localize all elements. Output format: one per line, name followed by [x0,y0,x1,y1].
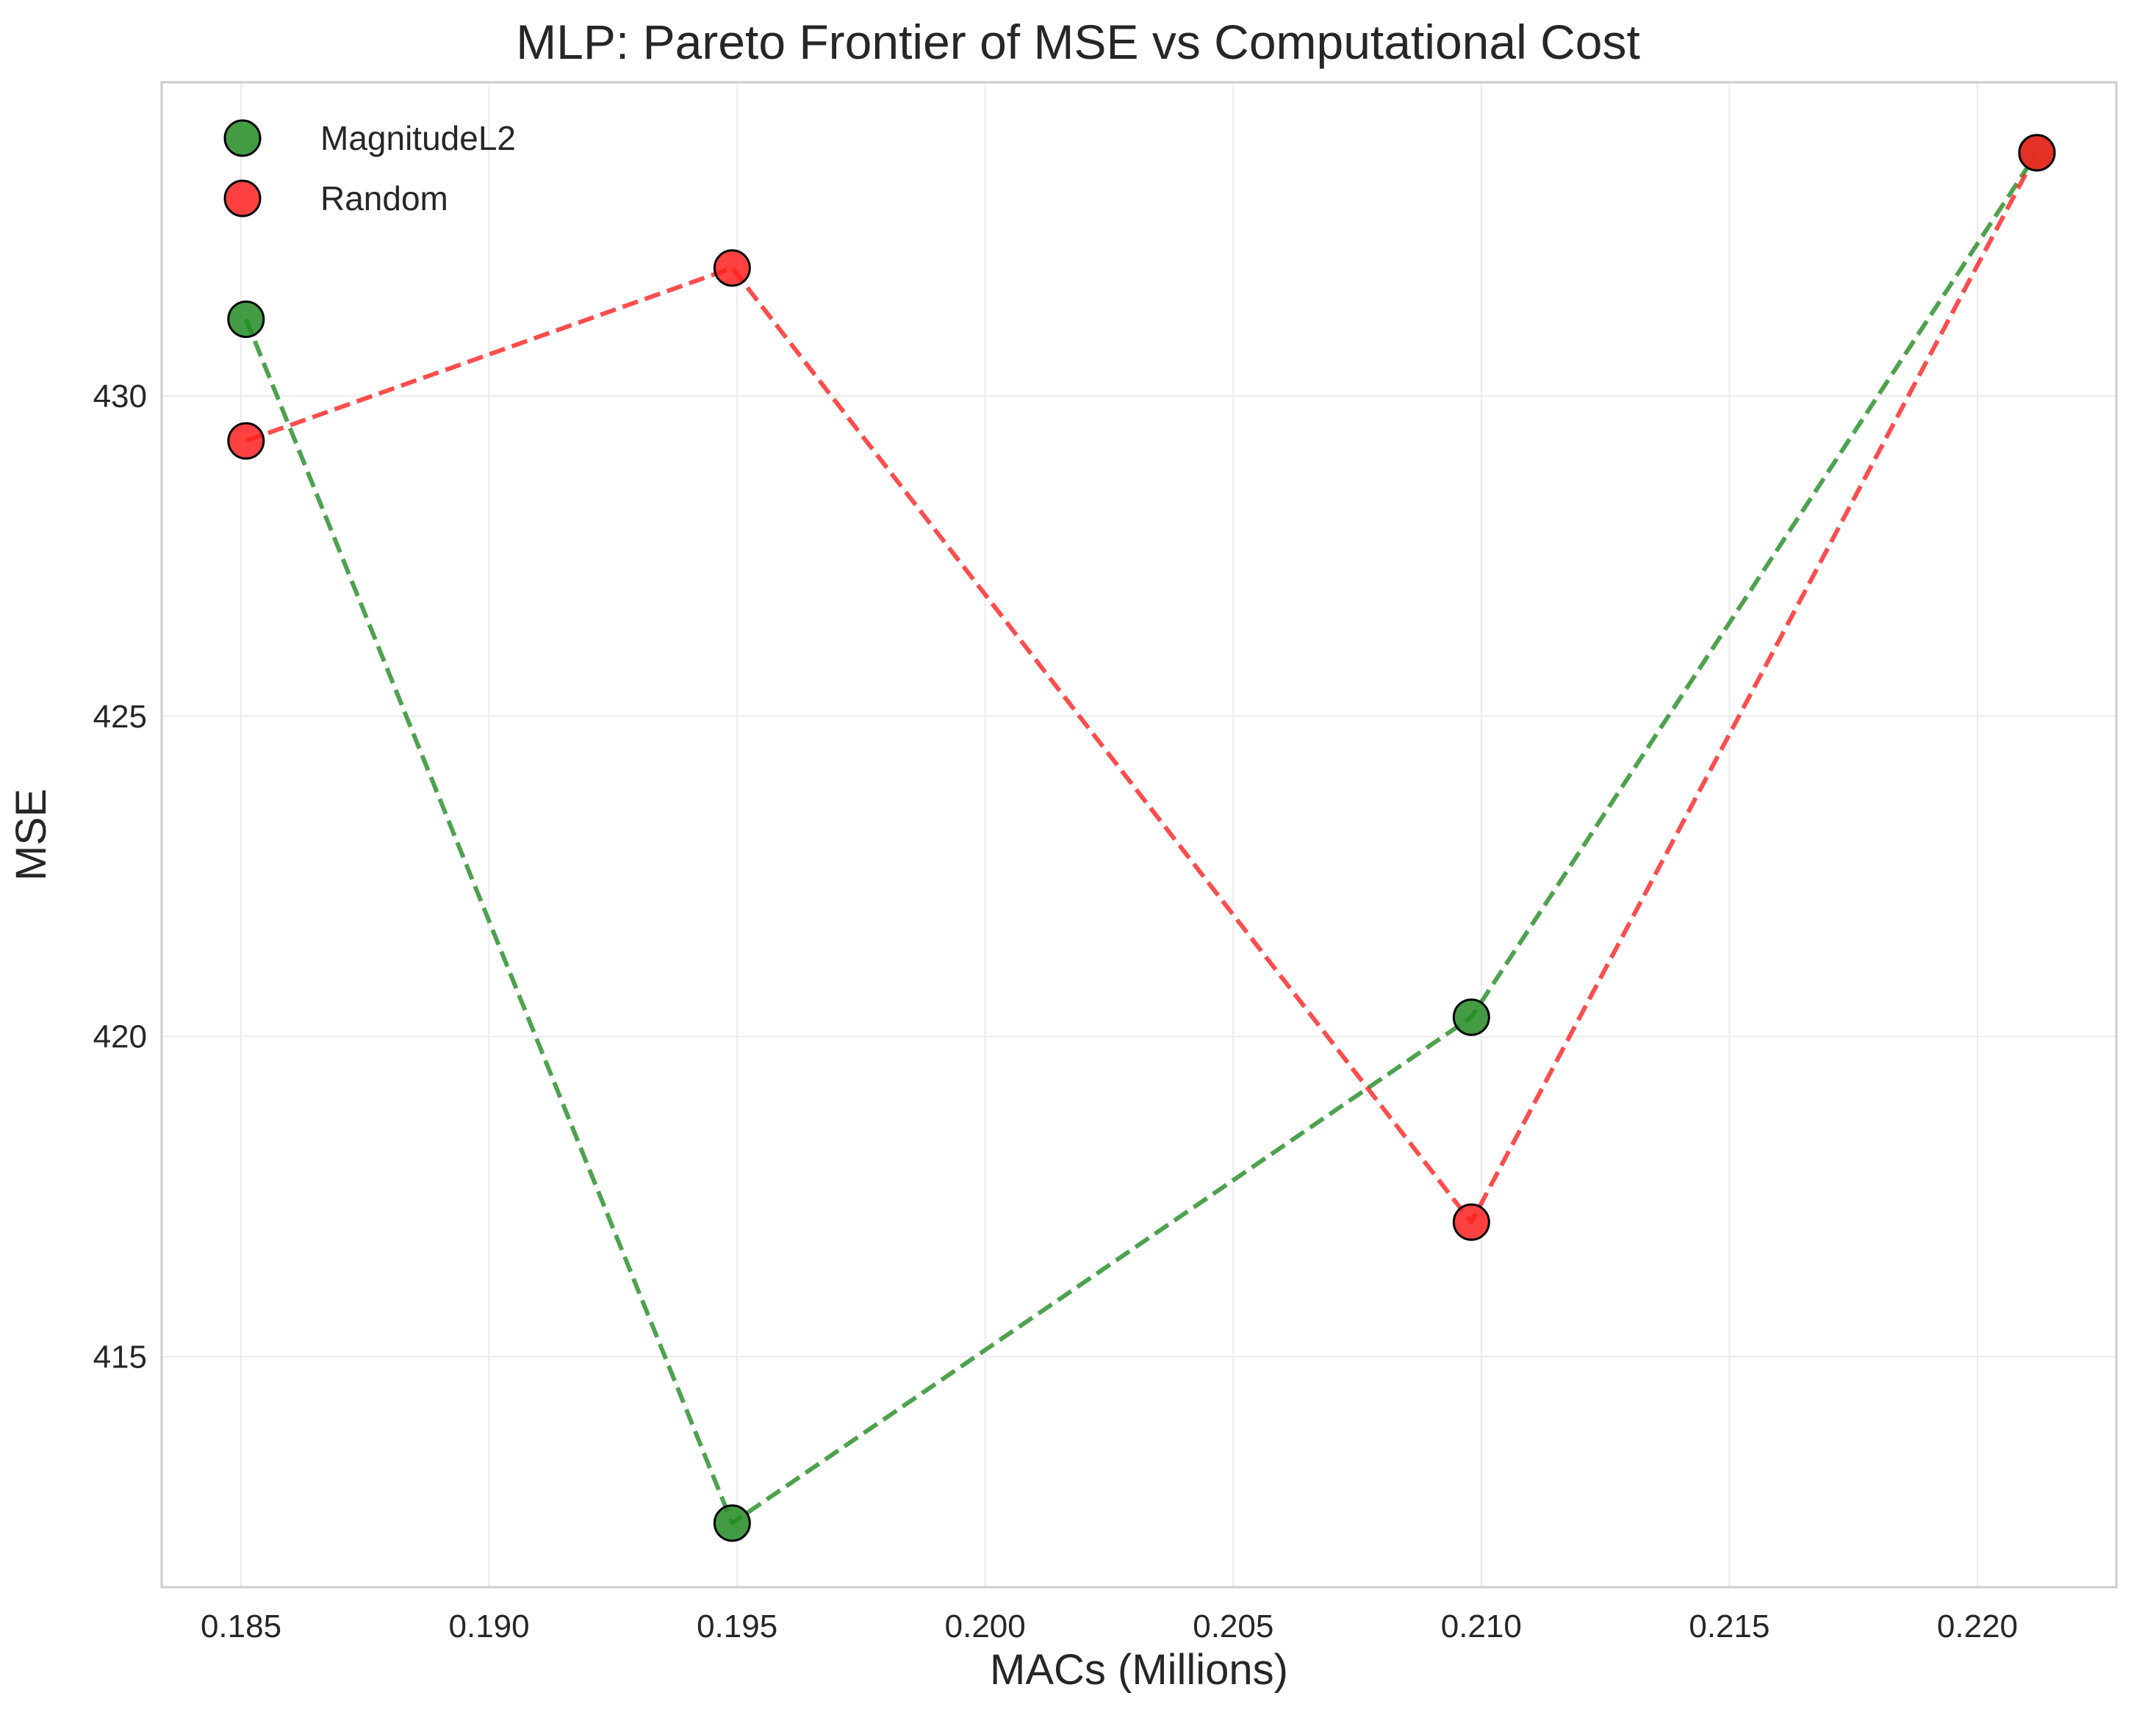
plot-area [160,81,2118,1589]
x-axis-label: MACs (Millions) [990,1646,1288,1694]
legend-label-magnitudel2: MagnitudeL2 [320,119,516,157]
data-point-magnitudel2 [713,1504,751,1542]
data-point-random [713,249,751,287]
legend-marker-random [223,179,262,217]
x-tick-label: 0.190 [449,1608,530,1644]
series-group [227,134,2056,1542]
x-tick-label: 0.185 [201,1608,281,1644]
legend: MagnitudeL2 Random [223,119,516,217]
grid-lines [162,82,2116,1587]
x-tick-label: 0.205 [1193,1608,1273,1644]
y-tick-label: 430 [93,378,147,414]
data-point-random [2018,134,2056,172]
series-line-magnitudel2 [244,151,2039,1525]
chart-title: MLP: Pareto Frontier of MSE vs Computati… [516,15,1640,69]
series-line-random [245,151,2039,1225]
data-point-random [1452,1203,1490,1241]
tick-labels: 0.185 0.190 0.195 0.200 0.205 0.210 0.215 0.220… [93,378,2018,1644]
y-axis-label: MSE [7,788,55,881]
legend-label-random: Random [320,179,448,217]
x-tick-label: 0.200 [945,1608,1026,1644]
x-tick-label: 0.210 [1441,1608,1522,1644]
y-tick-label: 420 [93,1019,147,1055]
y-tick-label: 415 [93,1339,147,1375]
x-tick-label: 0.220 [1937,1608,2018,1644]
data-point-magnitudel2 [1452,998,1490,1036]
data-point-magnitudel2 [227,300,265,338]
y-tick-label: 425 [93,699,147,735]
x-tick-label: 0.215 [1689,1608,1769,1644]
data-point-random [227,422,265,460]
legend-marker-magnitudel2 [223,119,262,157]
x-tick-label: 0.195 [697,1608,777,1644]
